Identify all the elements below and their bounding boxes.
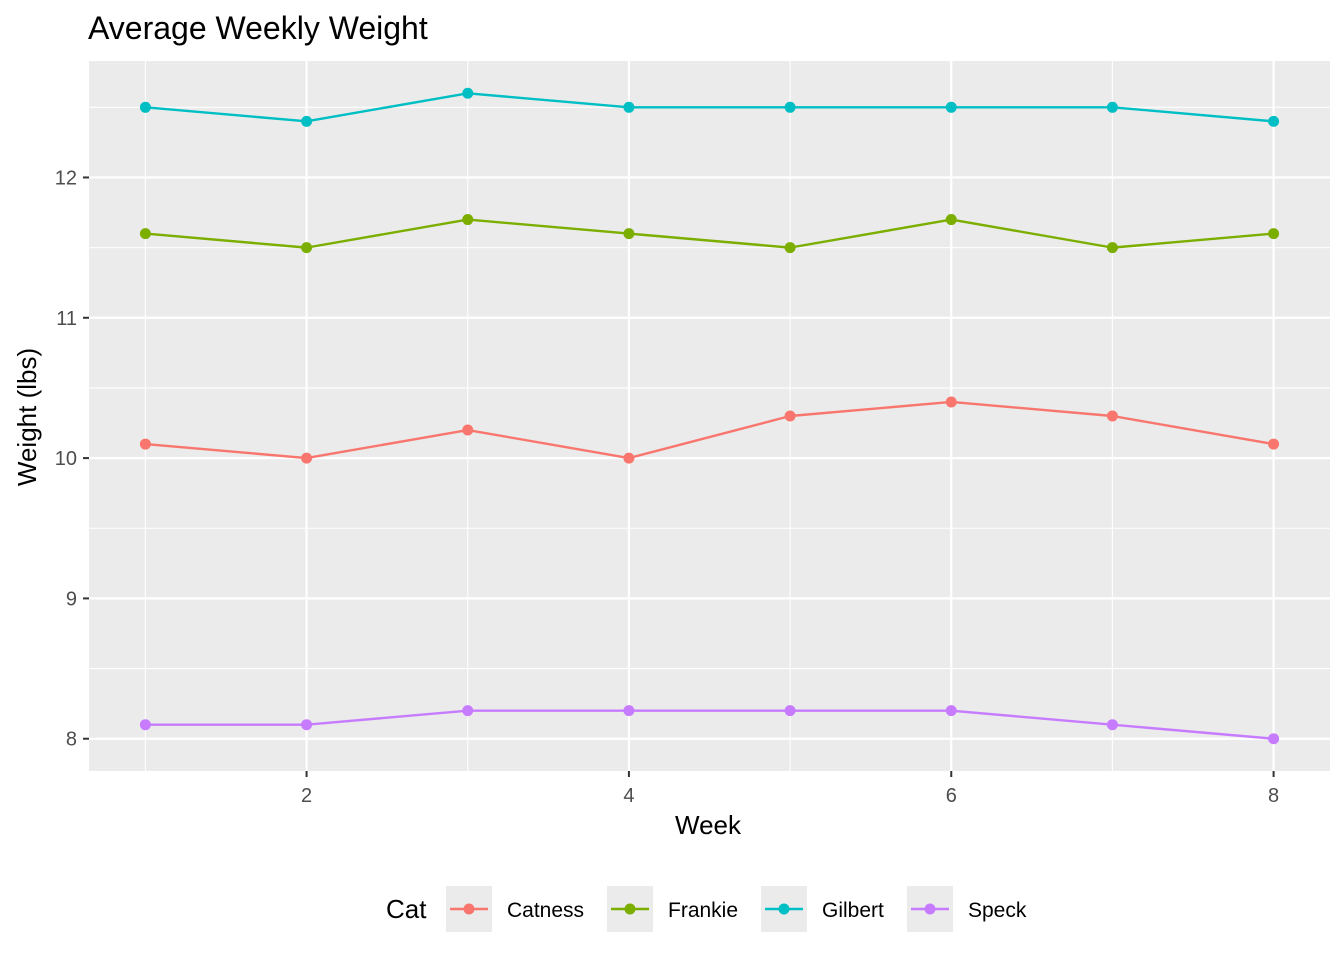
x-axis-title: Week — [675, 810, 742, 840]
series-gilbert — [139, 87, 1280, 127]
legend-key-point — [624, 903, 636, 915]
y-tick-label: 11 — [56, 308, 77, 330]
y-tick-label: 12 — [55, 167, 77, 189]
y-axis: 8 9 10 11 12 — [55, 167, 89, 751]
data-point-gilbert — [1106, 101, 1118, 113]
series-layer — [139, 87, 1280, 745]
data-point-frankie — [623, 228, 635, 240]
legend-item-gilbert: Gilbert — [761, 886, 884, 932]
data-point-frankie — [1106, 242, 1118, 254]
series-frankie — [139, 214, 1280, 254]
x-tick-label: 2 — [301, 785, 312, 807]
legend-key-point — [924, 903, 936, 915]
legend-item-speck: Speck — [907, 886, 1027, 932]
series-speck — [139, 705, 1280, 745]
data-point-speck — [301, 719, 313, 731]
data-point-frankie — [945, 214, 957, 226]
legend: Cat Catness Frankie Gilbert Speck — [386, 886, 1027, 932]
data-point-speck — [1268, 733, 1280, 745]
chart-title: Average Weekly Weight — [88, 10, 428, 46]
data-point-catness — [462, 424, 474, 436]
series-line-frankie — [145, 218, 1274, 249]
data-point-speck — [139, 719, 151, 731]
data-point-frankie — [462, 214, 474, 226]
data-point-speck — [1106, 719, 1118, 731]
data-point-gilbert — [462, 87, 474, 99]
data-point-catness — [784, 410, 796, 422]
legend-item-frankie: Frankie — [607, 886, 738, 932]
data-point-catness — [1268, 438, 1280, 450]
x-axis: 2 4 6 8 — [301, 771, 1279, 807]
x-tick-label: 4 — [623, 785, 634, 807]
series-line-gilbert — [145, 92, 1274, 123]
data-point-catness — [1106, 410, 1118, 422]
data-point-frankie — [301, 242, 313, 254]
data-point-speck — [784, 705, 796, 717]
data-point-speck — [945, 705, 957, 717]
data-point-gilbert — [1268, 115, 1280, 127]
y-tick-label: 10 — [55, 448, 77, 470]
data-point-speck — [462, 705, 474, 717]
legend-key-point — [778, 903, 790, 915]
legend-label: Gilbert — [822, 899, 884, 922]
data-point-frankie — [1268, 228, 1280, 240]
data-point-gilbert — [945, 101, 957, 113]
data-point-gilbert — [139, 101, 151, 113]
legend-label: Frankie — [668, 899, 738, 922]
data-point-catness — [945, 396, 957, 408]
data-point-catness — [139, 438, 151, 450]
y-tick-label: 9 — [66, 588, 77, 610]
legend-key-point — [463, 903, 475, 915]
x-tick-label: 8 — [1268, 785, 1279, 807]
y-tick-label: 8 — [66, 729, 77, 751]
data-point-gilbert — [623, 101, 635, 113]
legend-title: Cat — [386, 894, 427, 924]
data-point-gilbert — [784, 101, 796, 113]
data-point-catness — [301, 452, 313, 464]
plot-panel — [89, 61, 1330, 771]
data-point-speck — [623, 705, 635, 717]
series-catness — [139, 396, 1280, 464]
series-line-catness — [145, 400, 1274, 460]
data-point-frankie — [784, 242, 796, 254]
legend-label: Catness — [507, 899, 584, 922]
y-axis-title: Weight (lbs) — [12, 348, 42, 486]
data-point-gilbert — [301, 115, 313, 127]
data-point-frankie — [139, 228, 151, 240]
series-line-speck — [145, 709, 1274, 740]
legend-label: Speck — [968, 899, 1027, 922]
data-point-catness — [623, 452, 635, 464]
x-tick-label: 6 — [946, 785, 957, 807]
legend-item-catness: Catness — [446, 886, 584, 932]
